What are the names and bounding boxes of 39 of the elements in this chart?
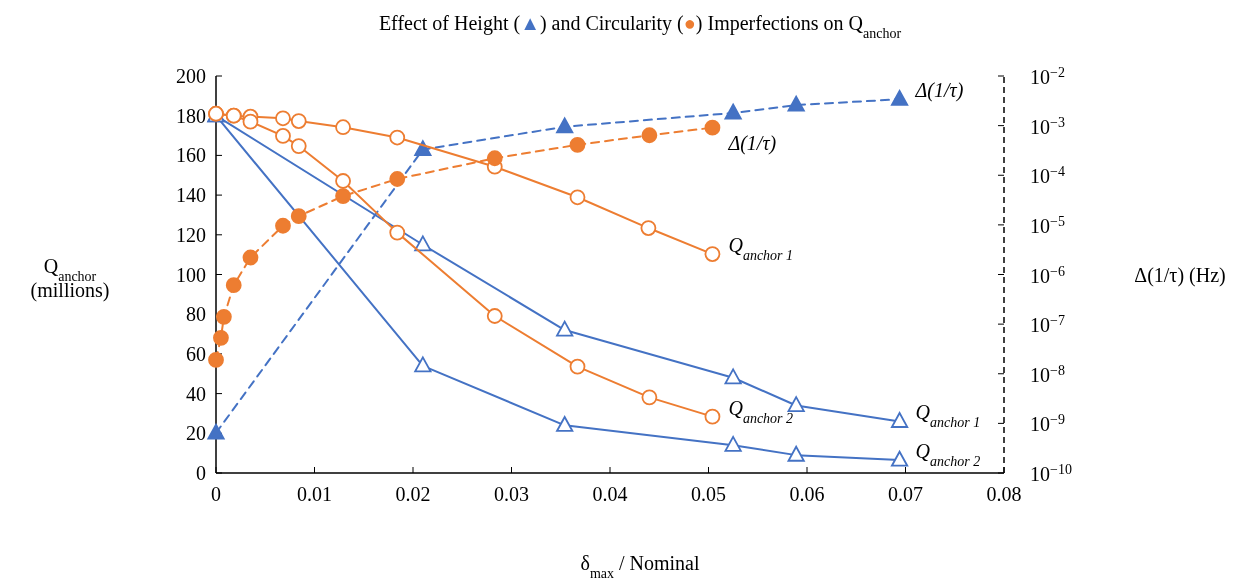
series-label: Q$_{anchor 2}$: [915, 440, 981, 469]
series-label: Q$_{anchor 1}$: [728, 234, 794, 263]
x-axis-title: δ$_{max}$ / Nominal: [580, 552, 700, 580]
y2-tick-label: 10$^{−2}$: [1030, 64, 1065, 88]
y-tick-label: 20: [186, 422, 206, 445]
y-tick-label: 80: [186, 303, 206, 326]
x-tick-label: 0.03: [494, 483, 529, 505]
y2-tick-label: 10$^{−7}$: [1030, 312, 1065, 337]
y2-axis-title: Δ(1/τ) (Hz): [1134, 264, 1226, 287]
y-tick-label: 40: [186, 382, 206, 405]
x-tick-label: 0.07: [888, 483, 923, 505]
y-tick-label: 120: [176, 223, 206, 246]
x-tick-label: 0.02: [395, 483, 431, 505]
y-tick-label: 180: [176, 104, 206, 127]
x-tick-label: 0.01: [297, 483, 332, 505]
y-tick-label: 100: [176, 263, 206, 286]
y-tick-label: 160: [176, 144, 206, 167]
y2-tick-label: 10$^{−8}$: [1030, 362, 1065, 386]
y-tick-label: 0: [196, 462, 206, 484]
series-label: Q$_{anchor 2}$: [728, 396, 794, 426]
y-axis-title: Q$_{anchor}$ (millions): [30, 255, 110, 302]
series-label: Q$_{anchor 1}$: [915, 401, 981, 430]
x-tick-label: 0.08: [986, 483, 1022, 505]
x-tick-label: 0: [211, 483, 221, 505]
y2-tick-label: 10$^{−9}$: [1030, 411, 1065, 436]
x-tick-label: 0.06: [789, 483, 825, 505]
x-tick-label: 0.05: [691, 483, 726, 505]
chart-title: Effect of Height (▲) and Circularity (●) Imperfections on Q$_{anchor}$: [378, 12, 902, 41]
y2-tick-label: 10$^{−4}$: [1030, 163, 1065, 188]
series-label: Δ(1/τ): [914, 79, 964, 103]
y-tick-label: 60: [186, 342, 206, 365]
y2-tick-label: 10$^{−3}$: [1030, 114, 1065, 138]
y2-tick-label: 10$^{−6}$: [1030, 263, 1065, 287]
y-tick-label: 200: [176, 65, 206, 87]
y2-tick-label: 10$^{−10}$: [1030, 461, 1072, 485]
y-tick-label: 140: [176, 184, 206, 207]
series-label: Δ(1/τ): [727, 131, 777, 155]
y2-tick-label: 10$^{−5}$: [1030, 213, 1065, 237]
x-tick-label: 0.04: [592, 483, 628, 505]
